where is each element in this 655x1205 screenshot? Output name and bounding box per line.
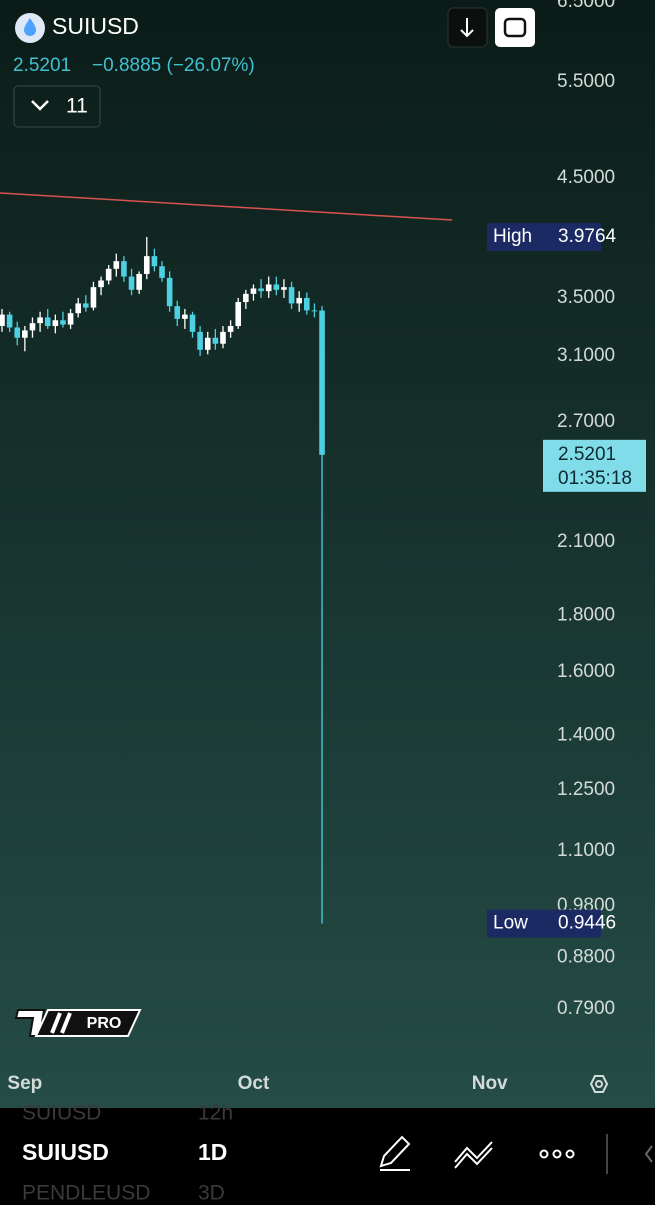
settings-icon (595, 1080, 603, 1088)
y-tick-label: 1.8000 (557, 605, 615, 626)
candle-body (182, 314, 188, 319)
y-tick-label: 1.2500 (557, 779, 615, 800)
symbol-logo-drop (24, 18, 36, 36)
candle-body (243, 293, 249, 303)
price-tag-value: 2.5201 (558, 444, 616, 465)
y-tick-label: 4.5000 (557, 167, 615, 188)
y-tick-label: 1.4000 (557, 725, 615, 746)
fullscreen-button[interactable] (495, 8, 535, 47)
candle-body (258, 288, 264, 292)
marker-value: 0.9446 (558, 913, 616, 934)
candle-body (197, 331, 203, 350)
candle-body (98, 280, 104, 288)
y-tick-label: 3.5000 (557, 287, 615, 308)
marker-label: High (493, 226, 532, 247)
price-tag (543, 439, 646, 492)
candle-body (204, 337, 211, 350)
candle-body (22, 330, 28, 338)
plot (0, 236, 325, 924)
candle-body (311, 310, 318, 312)
candle-body (174, 306, 181, 319)
more-button[interactable] (539, 1149, 575, 1159)
candle-body (6, 314, 13, 328)
candle-body (235, 302, 242, 327)
candle-body (220, 331, 226, 344)
y-tick-label: 5.5000 (557, 71, 615, 92)
tv-logo-slash (50, 1012, 72, 1034)
candle-body (265, 284, 272, 292)
marker-value: 3.9764 (558, 226, 617, 247)
candle-body (166, 277, 173, 307)
collapse-button[interactable] (644, 1145, 653, 1163)
y-tick-label: 2.7000 (557, 411, 615, 432)
next-interval: 3D (198, 1182, 225, 1200)
next-symbol: PENDLEUSD (22, 1182, 150, 1200)
candle-body (29, 323, 36, 331)
candle-body (136, 273, 142, 290)
candle-body (250, 288, 257, 294)
y-tick-label: 3.1000 (557, 345, 615, 366)
y-tick-label: 1.1000 (557, 840, 615, 861)
candle-body (227, 326, 234, 332)
candle-body (83, 303, 89, 308)
candle-body (128, 276, 135, 290)
candle-body (121, 261, 127, 277)
y-tick-label: 0.7900 (557, 998, 615, 1019)
candle-body (67, 313, 74, 325)
download-icon (460, 18, 474, 38)
candle-body (281, 287, 287, 290)
candle-body (14, 327, 21, 338)
symbol: SUIUSD (52, 13, 139, 39)
candle-body (113, 261, 120, 269)
candle-body (212, 337, 219, 344)
marker-label: Low (493, 913, 528, 934)
candle-body (296, 297, 302, 304)
toolbar-symbol[interactable]: SUIUSD (22, 1139, 109, 1165)
indicator-button[interactable] (454, 1141, 493, 1169)
marker-tag (487, 222, 601, 251)
last-price: 2.5201 (13, 55, 71, 76)
candle-body (0, 314, 5, 327)
pro-label: PRO (87, 1015, 122, 1032)
x-tick-label: Sep (7, 1073, 42, 1094)
settings-button[interactable] (589, 1075, 609, 1093)
candle-body (52, 320, 59, 327)
prev-symbol: SUIUSD (22, 1102, 101, 1125)
toolbar-interval[interactable]: 1D (198, 1139, 227, 1165)
toolbar (0, 1108, 655, 1200)
marker-tag (487, 909, 601, 938)
y-tick-label: 0.8800 (557, 946, 615, 967)
candle-body (151, 256, 158, 267)
fullscreen-icon (503, 17, 527, 38)
candle-body (304, 297, 310, 311)
candle-body (189, 314, 196, 332)
candle-body (288, 287, 295, 304)
indicators-count: 11 (66, 95, 88, 118)
chevron-icon (31, 100, 49, 111)
candle-body (60, 320, 66, 325)
candle-body (273, 284, 280, 290)
x-tick-label: Nov (472, 1073, 508, 1094)
price-change: −0.8885 (−26.07%) (92, 55, 255, 76)
candle-body (90, 287, 97, 308)
x-tick-label: Oct (238, 1073, 270, 1094)
countdown: 01:35:18 (558, 468, 632, 489)
candle-body (75, 303, 81, 314)
prev-interval: 12h (198, 1102, 233, 1125)
candle-body (44, 317, 51, 327)
y-tick-label: 1.6000 (557, 661, 615, 682)
indicators-button[interactable] (13, 85, 101, 128)
candle-body (105, 268, 112, 281)
candle-body (143, 256, 150, 274)
candle-body (159, 266, 165, 278)
y-tick-label: 2.1000 (557, 531, 615, 552)
tv-logo (14, 1009, 46, 1037)
candle-body (319, 310, 325, 455)
trend-line (0, 192, 453, 221)
y-tick-label: 6.5000 (557, 0, 615, 12)
candle-body (37, 317, 43, 324)
draw-button[interactable] (379, 1135, 411, 1171)
